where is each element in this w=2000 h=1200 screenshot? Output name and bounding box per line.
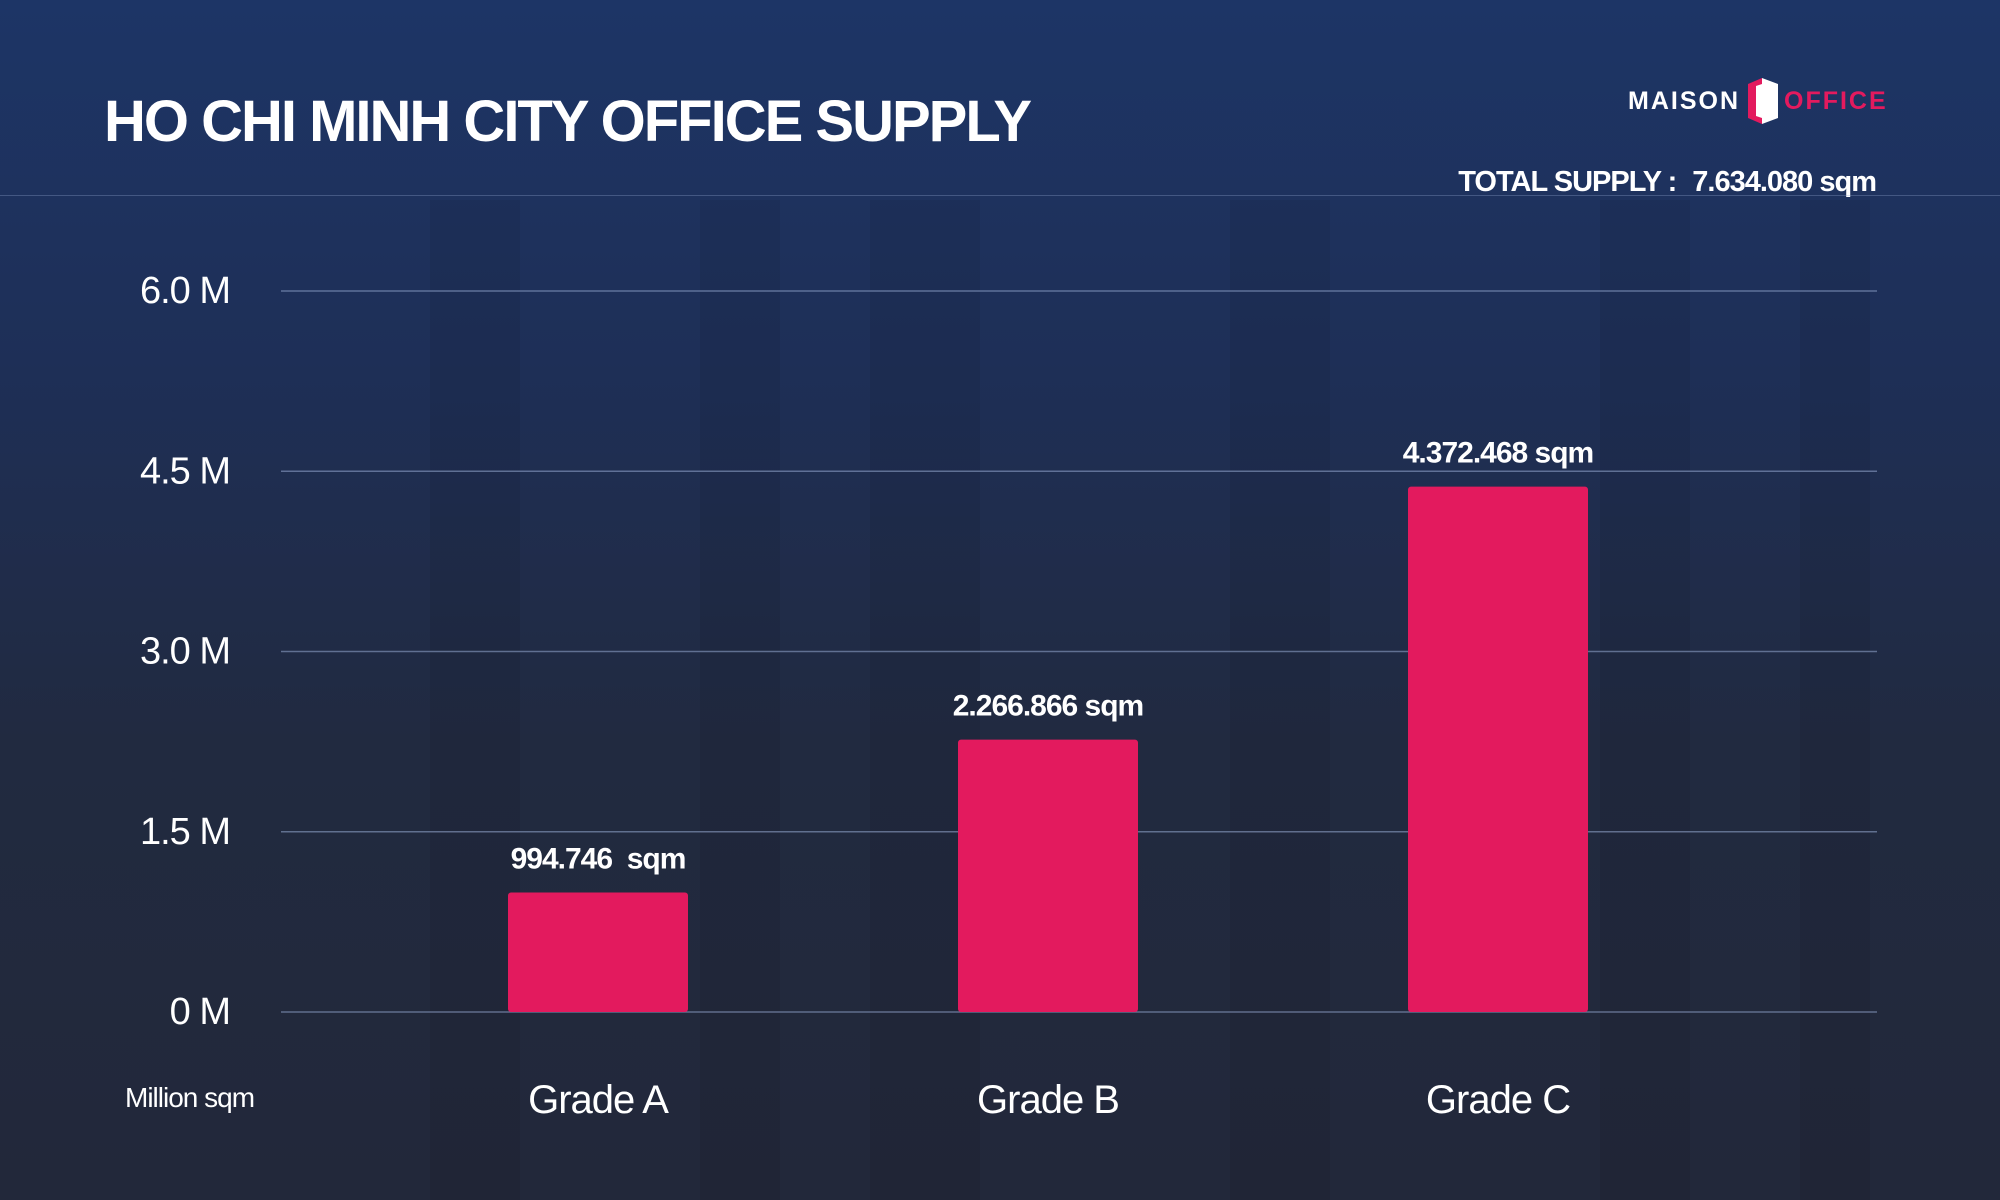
y-axis-unit-label: Million sqm [125, 1082, 255, 1113]
total-supply-value: 7.634.080 sqm [1692, 166, 1877, 198]
door-icon [1748, 78, 1778, 124]
bar [508, 892, 688, 1012]
bar-data-label: 4.372.468 sqm [1403, 437, 1593, 470]
y-tick-label: 1.5 M [140, 811, 230, 853]
bar [958, 739, 1138, 1012]
logo-word-office: OFFICE [1784, 86, 1888, 115]
logo-word-maison: MAISON [1628, 86, 1740, 115]
header-divider [0, 195, 2000, 196]
x-category-label: Grade B [977, 1078, 1119, 1122]
x-category-label: Grade A [528, 1078, 669, 1122]
y-tick-label: 6.0 M [140, 270, 230, 312]
maison-office-logo: MAISON OFFICE [1628, 76, 1888, 126]
y-tick-label: 4.5 M [140, 450, 230, 492]
bar-data-label: 994.746 sqm [511, 842, 686, 875]
bar-data-label: 2.266.866 sqm [953, 690, 1143, 723]
bar [1408, 486, 1588, 1013]
total-supply: TOTAL SUPPLY : 7.634.080 sqm [1458, 166, 1877, 199]
y-tick-label: 0 M [170, 991, 230, 1033]
total-supply-label: TOTAL SUPPLY : [1458, 166, 1677, 198]
page-title: HO CHI MINH CITY OFFICE SUPPLY [104, 89, 1032, 154]
y-tick-label: 3.0 M [140, 631, 230, 673]
x-category-label: Grade C [1426, 1078, 1570, 1122]
